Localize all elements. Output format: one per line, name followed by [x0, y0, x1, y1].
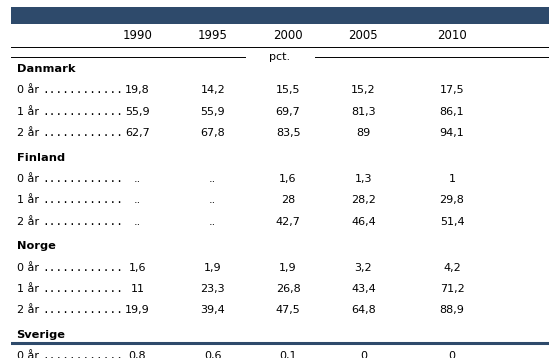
Text: 0 år: 0 år: [17, 351, 39, 358]
Text: 0: 0: [449, 351, 455, 358]
Text: 23,3: 23,3: [200, 284, 225, 294]
Text: 43,4: 43,4: [351, 284, 376, 294]
Text: ............: ............: [43, 217, 123, 227]
Text: 4,2: 4,2: [443, 263, 461, 273]
Text: 17,5: 17,5: [440, 85, 464, 95]
Text: 1: 1: [449, 174, 455, 184]
Text: Norge: Norge: [17, 241, 55, 251]
Text: 2010: 2010: [437, 29, 467, 42]
Text: 28,2: 28,2: [351, 195, 376, 205]
Text: 2 år: 2 år: [17, 128, 39, 138]
Text: 14,2: 14,2: [200, 85, 225, 95]
Text: ..: ..: [134, 174, 141, 184]
Text: 26,8: 26,8: [276, 284, 300, 294]
Text: pct.: pct.: [269, 52, 291, 62]
Text: 46,4: 46,4: [351, 217, 376, 227]
Text: 62,7: 62,7: [125, 128, 150, 138]
Text: 47,5: 47,5: [276, 305, 300, 315]
Text: 1,3: 1,3: [354, 174, 372, 184]
Text: 1995: 1995: [198, 29, 228, 42]
Text: 67,8: 67,8: [200, 128, 225, 138]
Text: ............: ............: [43, 195, 123, 205]
Text: 3,2: 3,2: [354, 263, 372, 273]
Text: 28: 28: [281, 195, 295, 205]
Text: 2 år: 2 år: [17, 217, 39, 227]
Text: 83,5: 83,5: [276, 128, 300, 138]
Text: 0 år: 0 år: [17, 263, 39, 273]
Text: 1990: 1990: [123, 29, 152, 42]
Text: 55,9: 55,9: [200, 107, 225, 117]
Text: 0 år: 0 år: [17, 85, 39, 95]
Text: ............: ............: [43, 284, 123, 294]
Text: 2005: 2005: [348, 29, 378, 42]
Text: 71,2: 71,2: [440, 284, 464, 294]
Bar: [11, 7, 549, 24]
Text: 0: 0: [360, 351, 367, 358]
Text: 55,9: 55,9: [125, 107, 150, 117]
Text: 0,8: 0,8: [129, 351, 146, 358]
Text: ............: ............: [43, 107, 123, 117]
Text: 19,8: 19,8: [125, 85, 150, 95]
Text: 15,5: 15,5: [276, 85, 300, 95]
Text: 51,4: 51,4: [440, 217, 464, 227]
Text: 2000: 2000: [273, 29, 303, 42]
Text: ............: ............: [43, 85, 123, 95]
Text: 1,6: 1,6: [129, 263, 146, 273]
Text: Danmark: Danmark: [17, 64, 75, 74]
Text: ..: ..: [209, 174, 216, 184]
Text: 86,1: 86,1: [440, 107, 464, 117]
Text: ............: ............: [43, 263, 123, 273]
Text: 89: 89: [356, 128, 371, 138]
Text: 1 år: 1 år: [17, 107, 39, 117]
Text: 1,9: 1,9: [204, 263, 222, 273]
Text: 69,7: 69,7: [276, 107, 300, 117]
Text: Finland: Finland: [17, 153, 65, 163]
Text: 19,9: 19,9: [125, 305, 150, 315]
Text: 29,8: 29,8: [440, 195, 464, 205]
Text: 0,1: 0,1: [279, 351, 297, 358]
Text: ............: ............: [43, 174, 123, 184]
Text: 2 år: 2 år: [17, 305, 39, 315]
Text: 94,1: 94,1: [440, 128, 464, 138]
Text: 0 år: 0 år: [17, 174, 39, 184]
Text: ..: ..: [209, 217, 216, 227]
Text: 1,6: 1,6: [279, 174, 297, 184]
Text: 1,9: 1,9: [279, 263, 297, 273]
Text: ..: ..: [134, 217, 141, 227]
Text: 81,3: 81,3: [351, 107, 376, 117]
Text: ..: ..: [134, 195, 141, 205]
Text: 0,6: 0,6: [204, 351, 222, 358]
Text: 1 år: 1 år: [17, 284, 39, 294]
Text: 42,7: 42,7: [276, 217, 301, 227]
Text: 39,4: 39,4: [200, 305, 225, 315]
Text: 11: 11: [130, 284, 144, 294]
Text: 88,9: 88,9: [440, 305, 464, 315]
Text: 64,8: 64,8: [351, 305, 376, 315]
Text: ............: ............: [43, 128, 123, 138]
Text: Sverige: Sverige: [17, 330, 66, 340]
Text: ............: ............: [43, 351, 123, 358]
Text: ..: ..: [209, 195, 216, 205]
Text: 1 år: 1 år: [17, 195, 39, 205]
Text: ............: ............: [43, 305, 123, 315]
Text: 15,2: 15,2: [351, 85, 376, 95]
